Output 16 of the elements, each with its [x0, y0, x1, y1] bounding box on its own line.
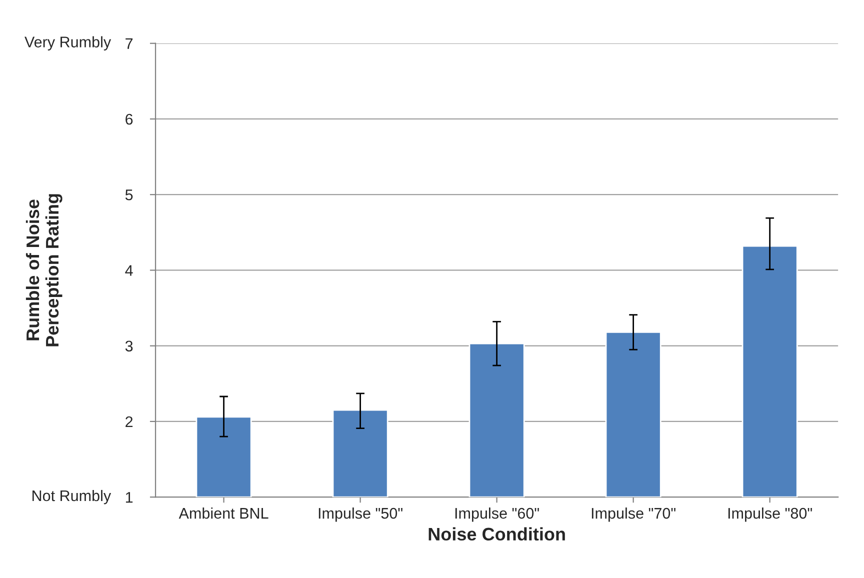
- y-tick-label: 2: [126, 416, 133, 427]
- y-tick-label: 6: [126, 114, 133, 125]
- y-tick-label: 4: [125, 265, 133, 276]
- x-tick-label: Impulse "50": [318, 507, 402, 522]
- x-tick-label: Impulse "80": [728, 507, 812, 522]
- y-tick-label: 5: [125, 190, 133, 200]
- y-tick-label: 1: [126, 492, 133, 503]
- x-tick-label: Ambient BNL: [178, 507, 268, 519]
- text: Not Rumbly: [32, 490, 112, 504]
- text: Very Rumbly: [24, 36, 112, 50]
- x-tick-label: Impulse "70": [592, 507, 676, 522]
- x-axis-title: Noise Condition: [428, 527, 565, 541]
- x-tick-label: Impulse "60": [455, 507, 539, 522]
- y-tick-label: 7: [126, 38, 133, 49]
- y-tick-label: 3: [125, 340, 133, 352]
- y-axis-title: Rumble of Noise Perception Rating: [26, 194, 62, 346]
